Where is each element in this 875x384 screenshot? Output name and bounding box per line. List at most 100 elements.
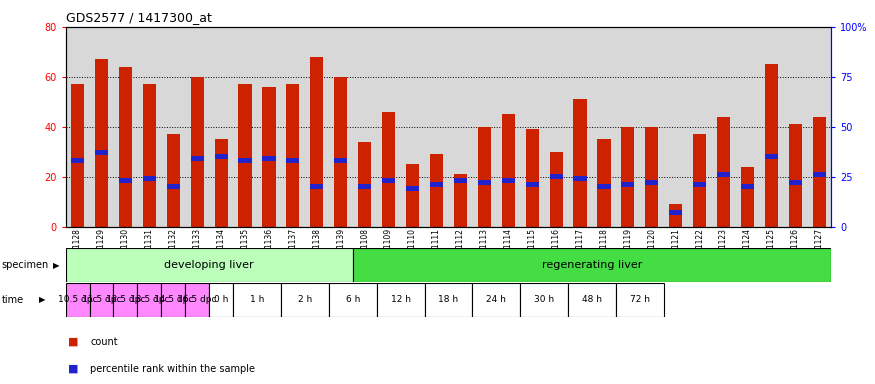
Bar <box>473 283 521 317</box>
Bar <box>568 283 616 317</box>
Bar <box>788 180 802 185</box>
Bar <box>550 152 563 227</box>
Bar <box>406 186 419 191</box>
Bar <box>478 180 491 185</box>
Text: 16.5 dpc: 16.5 dpc <box>178 295 217 305</box>
Text: regenerating liver: regenerating liver <box>542 260 642 270</box>
Bar <box>143 84 156 227</box>
Bar <box>94 150 108 155</box>
Text: 72 h: 72 h <box>630 295 650 305</box>
Bar <box>717 117 730 227</box>
Bar <box>191 156 204 161</box>
Bar <box>382 112 396 227</box>
Bar <box>616 283 664 317</box>
Bar <box>741 167 754 227</box>
Text: time: time <box>2 295 24 305</box>
Bar <box>382 178 396 183</box>
Text: 18 h: 18 h <box>438 295 458 305</box>
Bar <box>621 127 634 227</box>
Text: 30 h: 30 h <box>534 295 554 305</box>
Bar <box>214 139 228 227</box>
Bar <box>669 204 682 227</box>
Bar <box>501 114 514 227</box>
Bar <box>119 67 132 227</box>
Bar <box>191 77 204 227</box>
Bar <box>521 283 568 317</box>
Bar <box>71 84 84 227</box>
Bar <box>765 154 778 159</box>
Bar <box>526 182 539 187</box>
Bar <box>71 158 84 163</box>
Bar <box>358 184 371 189</box>
Bar <box>114 283 137 317</box>
Bar <box>329 283 376 317</box>
Text: 12 h: 12 h <box>390 295 410 305</box>
Bar <box>813 117 826 227</box>
Bar <box>239 84 252 227</box>
Bar <box>66 248 353 282</box>
Text: ▶: ▶ <box>38 295 45 305</box>
Bar <box>693 134 706 227</box>
Bar <box>239 158 252 163</box>
Text: 10.5 dpc: 10.5 dpc <box>58 295 97 305</box>
Bar <box>788 124 802 227</box>
Bar <box>161 283 186 317</box>
Bar <box>501 178 514 183</box>
Bar <box>137 283 161 317</box>
Bar <box>813 172 826 177</box>
Text: ▶: ▶ <box>52 261 59 270</box>
Bar <box>645 180 658 185</box>
Text: 24 h: 24 h <box>487 295 507 305</box>
Bar <box>424 283 473 317</box>
Text: specimen: specimen <box>2 260 49 270</box>
Bar <box>550 174 563 179</box>
Bar <box>526 129 539 227</box>
Bar <box>406 164 419 227</box>
Text: 14.5 dpc: 14.5 dpc <box>154 295 193 305</box>
Bar <box>143 176 156 181</box>
Text: GDS2577 / 1417300_at: GDS2577 / 1417300_at <box>66 12 212 25</box>
Bar <box>281 283 329 317</box>
Text: 11.5 dpc: 11.5 dpc <box>81 295 122 305</box>
Bar <box>645 127 658 227</box>
Bar <box>262 87 276 227</box>
Bar <box>214 154 228 159</box>
Bar <box>598 184 611 189</box>
Bar <box>167 184 180 189</box>
Bar <box>286 84 299 227</box>
Bar <box>454 174 467 227</box>
Bar <box>573 99 586 227</box>
Bar <box>669 210 682 215</box>
Text: 6 h: 6 h <box>346 295 360 305</box>
Bar <box>119 178 132 183</box>
Text: 2 h: 2 h <box>298 295 312 305</box>
Bar <box>741 184 754 189</box>
Bar <box>311 57 324 227</box>
Text: percentile rank within the sample: percentile rank within the sample <box>90 364 256 374</box>
Bar <box>89 283 114 317</box>
Bar <box>573 176 586 181</box>
Bar <box>621 182 634 187</box>
Bar <box>430 154 443 227</box>
Bar <box>334 158 347 163</box>
Text: 0 h: 0 h <box>214 295 228 305</box>
Text: ■: ■ <box>68 337 79 347</box>
Bar <box>186 283 209 317</box>
Bar <box>167 134 180 227</box>
Bar <box>598 139 611 227</box>
Bar <box>94 59 108 227</box>
Bar <box>233 283 281 317</box>
Text: ■: ■ <box>68 364 79 374</box>
Bar <box>311 184 324 189</box>
Text: count: count <box>90 337 118 347</box>
Bar <box>430 182 443 187</box>
Bar <box>693 182 706 187</box>
Bar <box>358 142 371 227</box>
Text: developing liver: developing liver <box>164 260 254 270</box>
Bar <box>353 248 831 282</box>
Bar <box>454 178 467 183</box>
Bar <box>209 283 233 317</box>
Text: 13.5 dpc: 13.5 dpc <box>130 295 169 305</box>
Bar <box>286 158 299 163</box>
Bar <box>66 283 89 317</box>
